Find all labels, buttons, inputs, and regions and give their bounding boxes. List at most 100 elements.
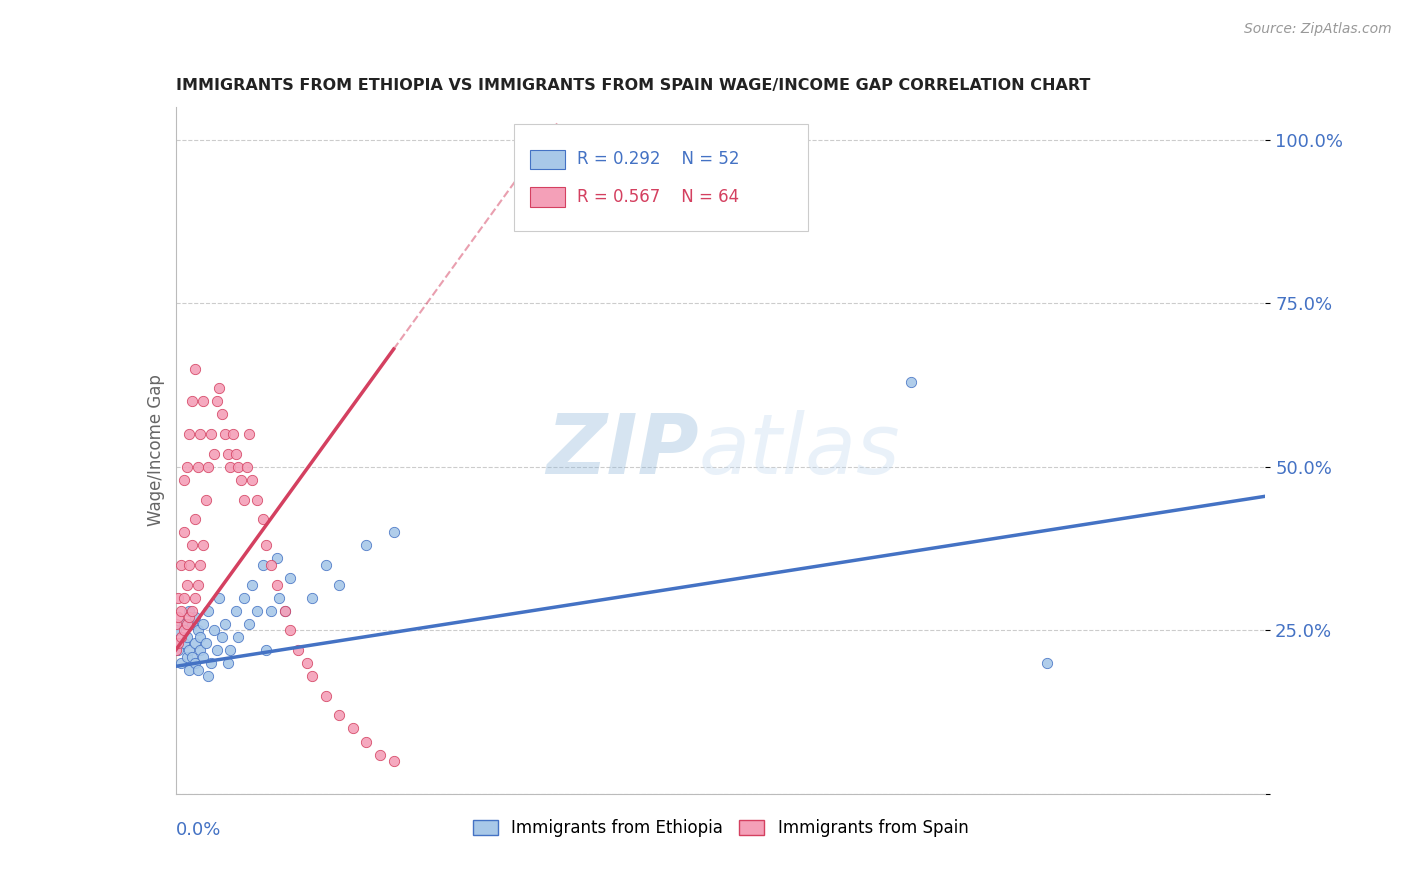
Point [179, 663, 201, 677]
Point [200, 656, 222, 670]
Point [170, 630, 193, 644]
Point [184, 610, 207, 624]
Point [173, 525, 195, 540]
Point [328, 577, 350, 591]
Point [167, 643, 190, 657]
Point [266, 577, 288, 591]
Point [188, 558, 211, 572]
Point [254, 643, 277, 657]
Point [173, 636, 195, 650]
Point [179, 610, 201, 624]
Point [252, 558, 274, 572]
Point [219, 459, 242, 474]
Point [208, 381, 231, 395]
Point [238, 427, 260, 442]
Point [184, 361, 207, 376]
Text: atlas: atlas [699, 410, 900, 491]
Point [900, 375, 922, 389]
Point [214, 427, 236, 442]
Y-axis label: Wage/Income Gap: Wage/Income Gap [146, 375, 165, 526]
Point [200, 427, 222, 442]
Point [315, 689, 337, 703]
Point [382, 525, 405, 540]
Point [356, 538, 378, 552]
Point [184, 636, 207, 650]
Point [165, 643, 187, 657]
Point [205, 643, 228, 657]
Point [252, 512, 274, 526]
Point [181, 394, 204, 409]
Point [165, 624, 187, 638]
Point [184, 591, 207, 605]
Point [173, 624, 195, 638]
Point [186, 663, 209, 677]
Point [188, 630, 211, 644]
Point [179, 643, 201, 657]
Point [167, 636, 190, 650]
Point [328, 708, 350, 723]
Point [295, 656, 318, 670]
Point [181, 538, 204, 552]
Point [173, 616, 195, 631]
Point [240, 577, 263, 591]
Point [269, 591, 291, 605]
Point [197, 604, 219, 618]
Point [342, 722, 364, 736]
Point [181, 649, 204, 664]
Point [219, 643, 242, 657]
Point [211, 408, 233, 422]
Point [246, 492, 269, 507]
Point [167, 610, 190, 624]
Point [235, 459, 257, 474]
Point [228, 630, 250, 644]
Point [301, 591, 323, 605]
Point [278, 624, 301, 638]
Point [214, 616, 236, 631]
Point [217, 656, 239, 670]
Point [167, 591, 190, 605]
Point [202, 447, 225, 461]
Point [188, 643, 211, 657]
Point [188, 427, 211, 442]
Point [194, 636, 217, 650]
Point [186, 577, 209, 591]
Text: Source: ZipAtlas.com: Source: ZipAtlas.com [1244, 22, 1392, 37]
Point [197, 459, 219, 474]
Point [191, 394, 214, 409]
Point [225, 604, 247, 618]
Point [238, 616, 260, 631]
Point [176, 649, 198, 664]
Point [222, 427, 245, 442]
Point [181, 616, 204, 631]
Point [186, 459, 209, 474]
Point [184, 512, 207, 526]
Point [191, 616, 214, 631]
Point [278, 571, 301, 585]
Point [287, 643, 309, 657]
Point [368, 747, 391, 762]
Point [202, 624, 225, 638]
Point [165, 616, 187, 631]
Point [181, 604, 204, 618]
Point [231, 473, 253, 487]
Text: R = 0.292    N = 52: R = 0.292 N = 52 [576, 150, 740, 169]
Point [197, 669, 219, 683]
Point [211, 630, 233, 644]
Point [260, 604, 283, 618]
Point [274, 604, 297, 618]
Text: 0.0%: 0.0% [176, 822, 221, 839]
Point [315, 558, 337, 572]
Point [228, 459, 250, 474]
Point [1036, 656, 1059, 670]
Point [232, 492, 254, 507]
Point [173, 591, 195, 605]
Point [232, 591, 254, 605]
Point [266, 551, 288, 566]
Point [194, 492, 217, 507]
Point [225, 447, 247, 461]
Point [217, 447, 239, 461]
Point [186, 624, 209, 638]
Point [205, 394, 228, 409]
FancyBboxPatch shape [530, 150, 565, 169]
Point [179, 604, 201, 618]
